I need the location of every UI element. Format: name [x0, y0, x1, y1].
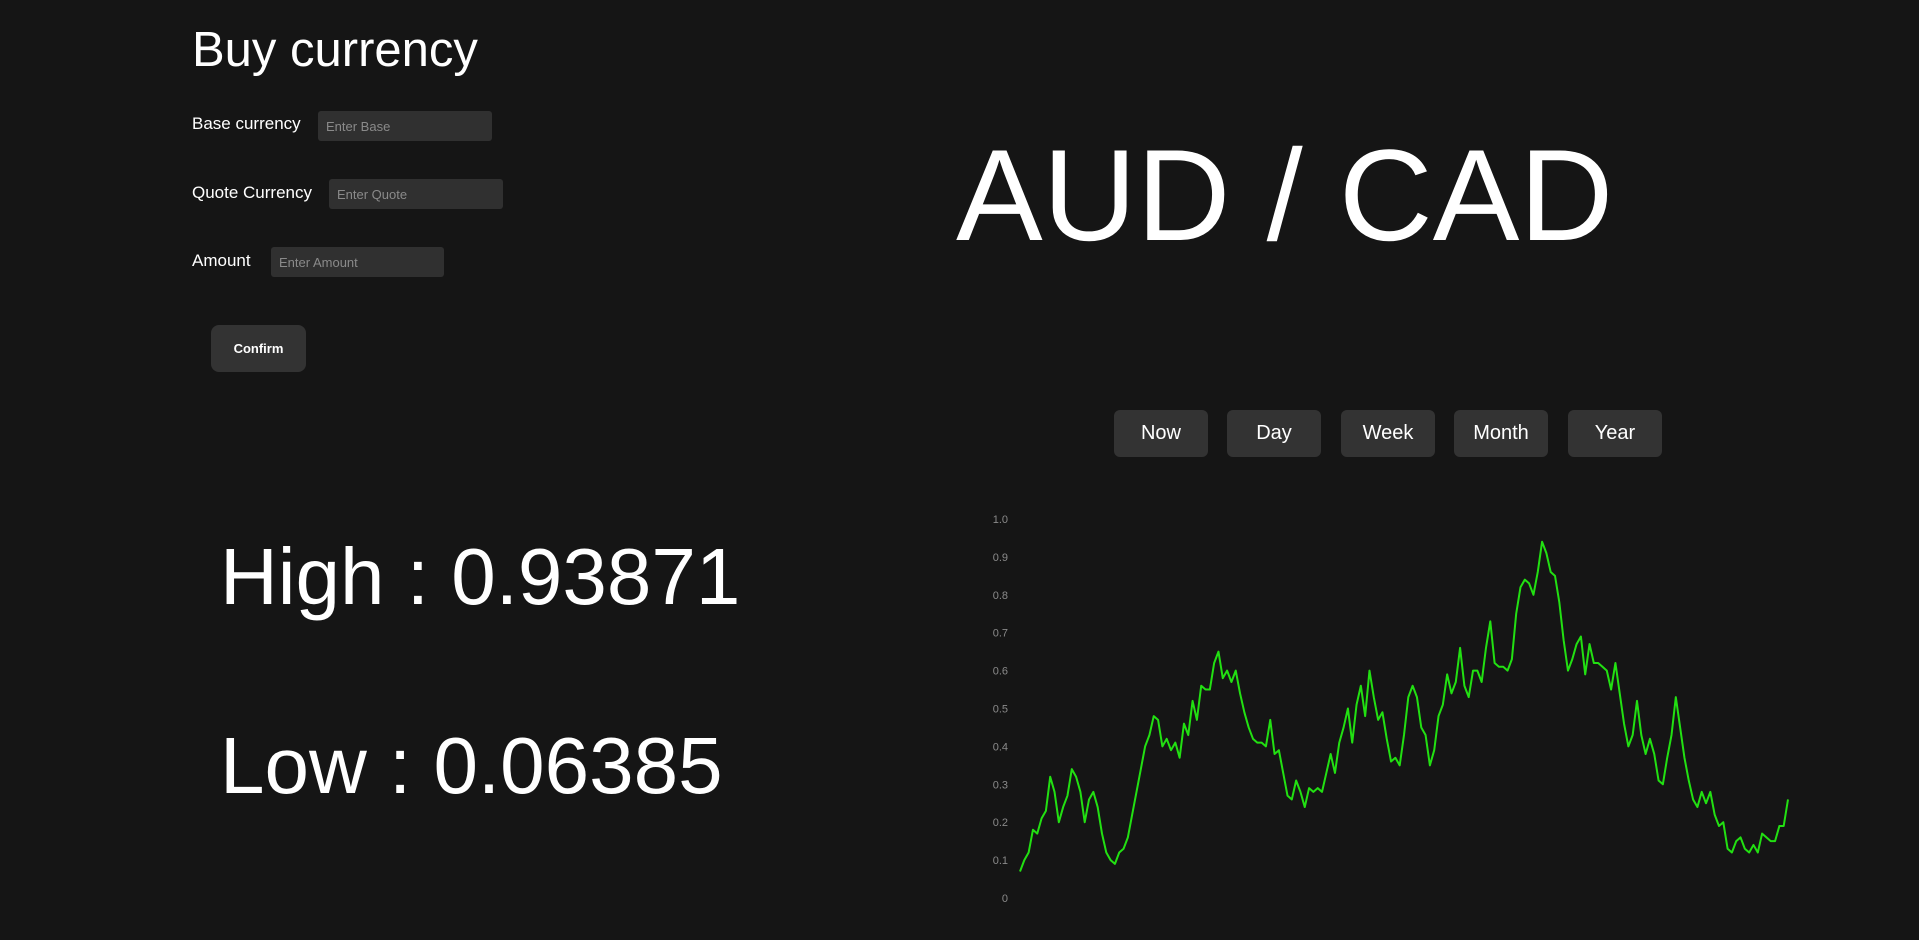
series-line	[1019, 540, 1789, 872]
range-now-button[interactable]: Now	[1114, 410, 1208, 457]
y-tick-label: 1.0	[993, 514, 1008, 526]
price-line-chart: 0 0.1 0.2 0.3 0.4 0.5 0.6 0.7 0.8 0.9 1.0	[993, 514, 1789, 905]
y-tick-label: 0	[1002, 893, 1008, 905]
base-currency-label: Base currency	[192, 114, 301, 133]
low-value: Low : 0.06385	[220, 721, 723, 810]
buy-currency-title: Buy currency	[192, 23, 478, 77]
amount-input[interactable]	[271, 247, 444, 277]
high-value: High : 0.93871	[220, 532, 741, 621]
y-tick-label: 0.7	[993, 628, 1008, 640]
y-tick-label: 0.8	[993, 590, 1008, 602]
confirm-button[interactable]: Confirm	[211, 325, 306, 372]
quote-currency-label: Quote Currency	[192, 183, 312, 202]
y-tick-label: 0.2	[993, 817, 1008, 829]
range-month-button[interactable]: Month	[1454, 410, 1548, 457]
quote-currency-input[interactable]	[329, 179, 503, 209]
currency-pair-title: AUD / CAD	[956, 122, 1614, 268]
amount-label: Amount	[192, 251, 251, 270]
y-tick-label: 0.1	[993, 855, 1008, 867]
range-year-button[interactable]: Year	[1568, 410, 1662, 457]
range-week-button[interactable]: Week	[1341, 410, 1435, 457]
y-tick-label: 0.6	[993, 666, 1008, 678]
y-tick-label: 0.9	[993, 552, 1008, 564]
range-day-button[interactable]: Day	[1227, 410, 1321, 457]
base-currency-input[interactable]	[318, 111, 492, 141]
y-tick-label: 0.4	[993, 741, 1008, 753]
y-tick-label: 0.5	[993, 704, 1008, 716]
y-tick-label: 0.3	[993, 779, 1008, 791]
